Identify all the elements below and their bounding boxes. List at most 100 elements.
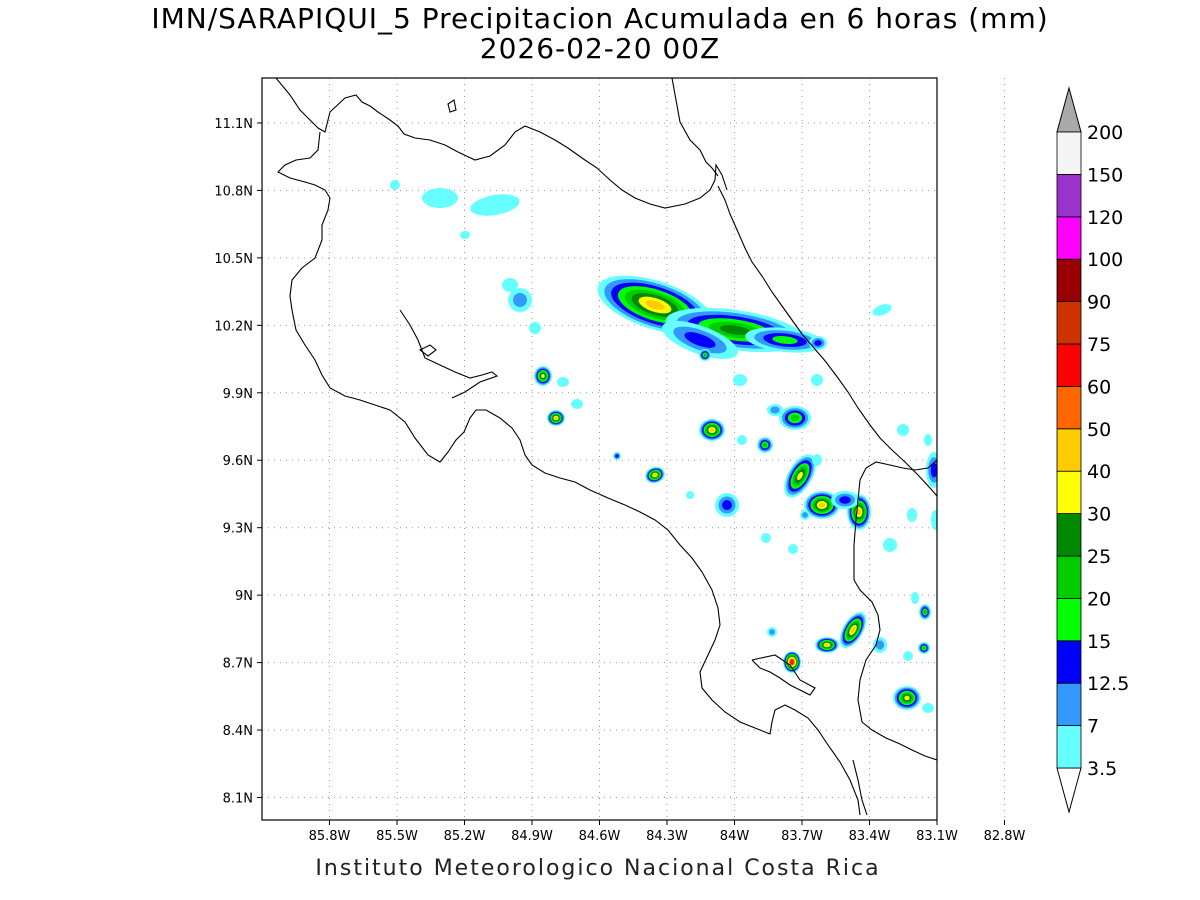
footer-credit: Instituto Meteorologico Nacional Costa R…: [315, 856, 881, 881]
rain-contour: [722, 500, 732, 510]
y-tick-label: 10.5N: [214, 252, 253, 267]
precipitation-field: [390, 180, 937, 713]
rain-contour: [557, 377, 569, 387]
colorbar-label: 50: [1087, 419, 1111, 441]
rain-cell: [761, 533, 771, 543]
rain-cell: [390, 180, 400, 190]
rain-contour: [769, 629, 775, 635]
coastline-segment: [853, 459, 937, 761]
colorbar-label: 60: [1087, 376, 1111, 398]
rain-contour: [931, 510, 937, 530]
coastline-segment: [717, 185, 937, 497]
y-tick-label: 8.1N: [223, 792, 253, 807]
colorbar-segment: [1056, 513, 1082, 557]
rain-cell: [931, 510, 937, 530]
rain-contour: [875, 640, 885, 650]
colorbar-segment: [1056, 598, 1082, 642]
colorbar: 3.5 7 12.5 15 20 25 30 40 50 60 75 90 100 120 150 200: [1056, 86, 1129, 814]
rain-contour: [788, 544, 798, 554]
grid-lines: [262, 78, 1005, 820]
rain-cell: [470, 194, 520, 216]
colorbar-segment: [1056, 725, 1082, 769]
colorbar-segment: [1056, 216, 1082, 260]
rain-cell: [922, 703, 934, 713]
colorbar-segment: [1056, 173, 1082, 218]
rain-contour: [796, 471, 804, 481]
rain-cell: [800, 510, 810, 520]
rain-contour: [812, 454, 822, 466]
rain-contour: [907, 508, 917, 522]
rain-contour: [470, 194, 520, 216]
rain-contour: [684, 332, 716, 348]
rain-cell: [767, 404, 783, 416]
colorbar-segment: [1056, 470, 1082, 515]
rain-contour: [857, 509, 861, 515]
rain-contour: [653, 473, 657, 477]
y-tick-label: 9.6N: [223, 454, 253, 469]
rain-contour: [904, 695, 910, 701]
rain-cell: [804, 491, 840, 519]
coastline-segment: [852, 759, 868, 816]
rain-contour: [839, 496, 851, 504]
rain-contour: [923, 609, 927, 615]
rain-contour: [513, 293, 527, 307]
rain-cell: [502, 278, 518, 292]
rain-cell: [699, 349, 711, 361]
rain-cell: [534, 366, 552, 386]
rain-cell: [893, 686, 921, 710]
rain-cell: [903, 651, 913, 661]
colorbar-segment: [1056, 385, 1082, 430]
rain-contour: [390, 180, 400, 190]
y-tick-label: 8.7N: [223, 657, 253, 672]
chart-title: IMN/SARAPIQUI_5 Precipitacion Acumulada …: [151, 2, 1049, 35]
rain-cell: [872, 304, 892, 316]
colorbar-label: 15: [1087, 631, 1111, 653]
coastline-segment: [418, 344, 437, 357]
rain-contour: [645, 300, 665, 310]
x-tick-label: 85.8W: [309, 829, 351, 844]
colorbar-segment: [1056, 682, 1082, 727]
coastline-segment: [277, 131, 861, 816]
rain-cell: [557, 377, 569, 387]
y-tick-label: 8.4N: [223, 724, 253, 739]
rain-contour: [790, 660, 794, 664]
coastline-segment: [447, 99, 457, 113]
x-tick-label: 84.9W: [511, 829, 553, 844]
rain-cell: [926, 452, 937, 488]
rain-cell: [699, 419, 725, 441]
coastline-segment: [751, 654, 816, 696]
rain-contour: [819, 502, 825, 508]
x-tick-label: 83.7W: [781, 829, 823, 844]
rain-cell: [919, 604, 931, 620]
rain-contour: [924, 434, 932, 446]
rain-contour: [911, 592, 919, 604]
colorbar-segment: [1056, 258, 1082, 303]
rain-cell: [767, 627, 777, 637]
colorbar-lower-arrow: [1056, 767, 1082, 814]
rain-contour: [571, 399, 583, 409]
rain-cell: [662, 321, 738, 359]
rain-contour: [541, 374, 545, 378]
rain-cell: [839, 611, 867, 649]
rain-contour: [903, 651, 913, 661]
x-tick-label: 84.6W: [579, 829, 621, 844]
chart-subtitle: 2026-02-20 00Z: [479, 32, 721, 65]
rain-cell: [422, 188, 458, 208]
rain-contour: [460, 231, 470, 239]
colorbar-label: 30: [1087, 504, 1111, 526]
rain-cell: [911, 592, 919, 604]
x-tick-label: 83.4W: [849, 829, 891, 844]
rain-cell: [873, 637, 887, 653]
rain-cell: [645, 466, 665, 484]
y-tick-label: 10.8N: [214, 184, 253, 199]
rain-cell: [460, 231, 470, 239]
x-tick-label: 84W: [720, 829, 750, 844]
rain-cell: [757, 437, 773, 453]
colorbar-label: 20: [1087, 588, 1111, 610]
rain-contour: [922, 703, 934, 713]
rain-contour: [686, 491, 694, 499]
colorbar-label: 3.5: [1087, 758, 1117, 780]
rain-contour: [825, 643, 829, 647]
x-tick-label: 82.8W: [984, 829, 1026, 844]
rain-cell: [883, 538, 897, 552]
